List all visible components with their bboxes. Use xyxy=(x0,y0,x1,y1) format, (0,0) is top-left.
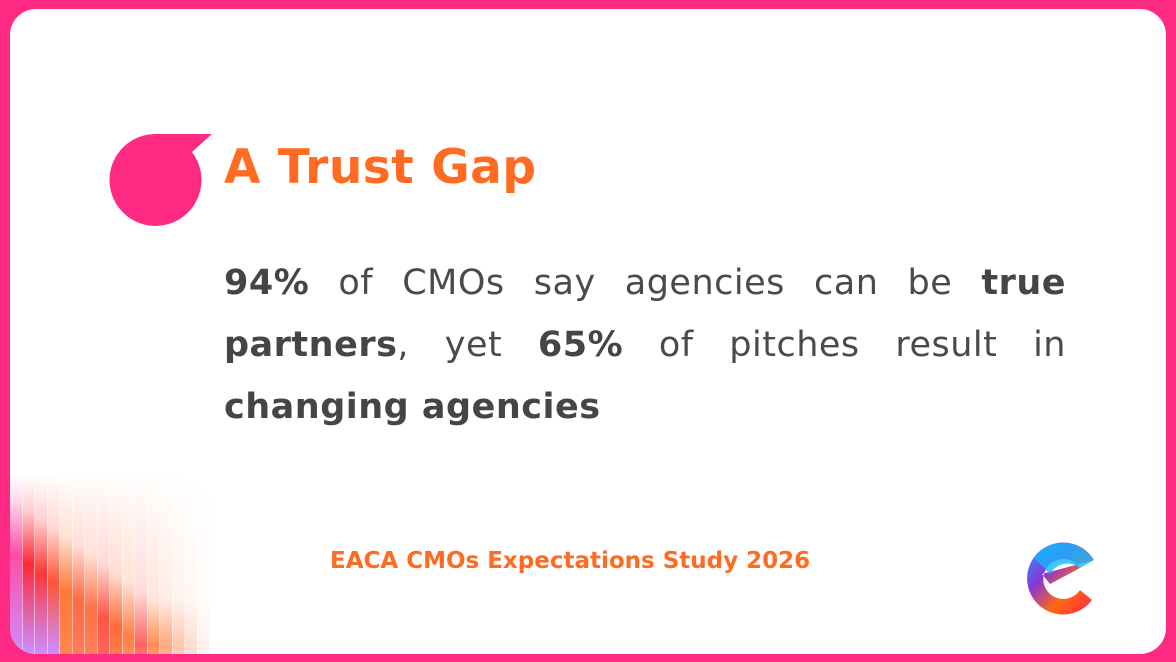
gradient-stripe xyxy=(35,474,47,654)
gradient-stripe xyxy=(135,474,147,654)
gradient-stripe xyxy=(122,474,135,654)
gradient-stripe xyxy=(72,474,85,654)
gradient-stripe xyxy=(160,474,172,654)
eaca-logo-icon xyxy=(1027,542,1094,615)
slide-body-text: 94% of CMOs say agencies can be true par… xyxy=(224,252,1066,438)
body-text-2: , yet xyxy=(397,325,538,365)
speech-bubble-icon xyxy=(109,133,212,226)
gradient-stripe xyxy=(85,474,97,654)
body-text-3: of pitches result in xyxy=(623,325,1066,365)
gradient-stripe xyxy=(10,474,22,654)
slide-card xyxy=(10,9,1166,654)
body-text-1: of CMOs say agencies can be xyxy=(309,263,982,303)
stat-94: 94% xyxy=(224,263,310,303)
gradient-stripes-decoration xyxy=(10,474,210,654)
gradient-stripe xyxy=(197,474,210,654)
gradient-stripe xyxy=(97,474,110,654)
gradient-stripe xyxy=(147,474,160,654)
source-caption: EACA CMOs Expectations Study 2026 xyxy=(330,548,811,574)
gradient-stripe xyxy=(172,474,185,654)
gradient-stripe xyxy=(60,474,72,654)
stat-65: 65% xyxy=(537,325,624,365)
gradient-stripe xyxy=(110,474,122,654)
slide-title: A Trust Gap xyxy=(224,140,537,195)
emphasis-changing-agencies: changing agencies xyxy=(224,387,601,427)
gradient-stripe xyxy=(47,474,60,654)
emphasis-true-partners: true partners xyxy=(224,263,1066,365)
gradient-stripe xyxy=(185,474,197,654)
gradient-stripe xyxy=(22,474,35,654)
